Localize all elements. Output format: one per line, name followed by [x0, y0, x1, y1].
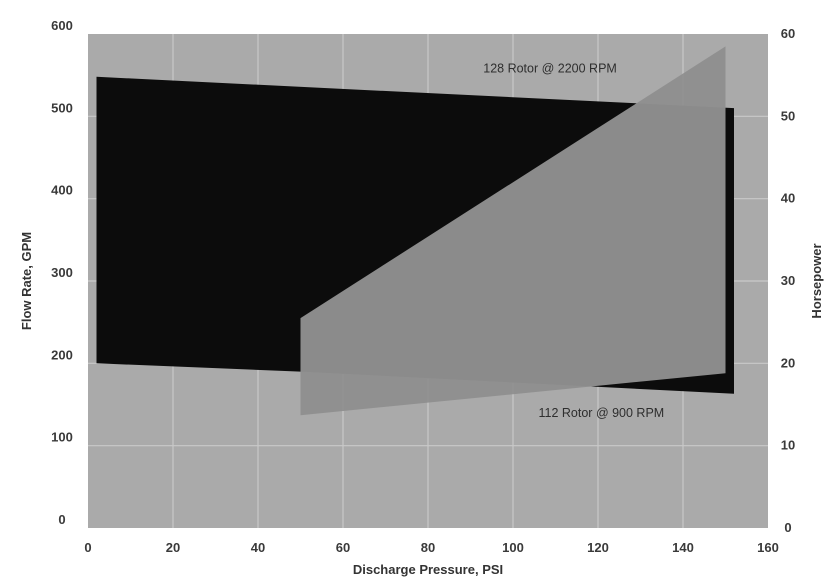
right-y-tick-label: 20 [781, 355, 795, 370]
horsepower-region [300, 46, 726, 416]
x-tick-label: 80 [421, 540, 435, 555]
left-y-tick-label: 400 [51, 183, 73, 198]
x-axis-title: Discharge Pressure, PSI [353, 562, 503, 577]
annotation-112-rotor: 112 Rotor @ 900 RPM [539, 406, 665, 420]
right-y-tick-label: 40 [781, 191, 795, 206]
x-tick-label: 140 [672, 540, 694, 555]
left-y-axis-title: Flow Rate, GPM [19, 232, 34, 330]
x-tick-label: 100 [502, 540, 524, 555]
right-y-tick-label: 10 [781, 438, 795, 453]
left-y-tick-label: 300 [51, 265, 73, 280]
right-y-tick-label: 50 [781, 108, 795, 123]
x-tick-label: 160 [757, 540, 779, 555]
annotation-128-rotor: 128 Rotor @ 2200 RPM [483, 62, 617, 76]
x-tick-label: 120 [587, 540, 609, 555]
right-y-tick-label: 0 [784, 520, 791, 535]
right-y-tick-label: 60 [781, 26, 795, 41]
left-y-tick-label: 200 [51, 347, 73, 362]
x-tick-label: 20 [166, 540, 180, 555]
left-y-tick-label: 100 [51, 430, 73, 445]
x-tick-label: 40 [251, 540, 265, 555]
right-y-tick-label: 30 [781, 273, 795, 288]
plot-area: 128 Rotor @ 2200 RPM 112 Rotor @ 900 RPM [88, 34, 768, 528]
chart-labels: Discharge Pressure, PSI Flow Rate, GPM H… [19, 232, 824, 577]
left-y-tick-label: 500 [51, 100, 73, 115]
left-y-tick-label: 600 [51, 18, 73, 33]
x-tick-label: 60 [336, 540, 350, 555]
right-y-axis-title: Horsepower [809, 243, 824, 318]
x-tick-label: 0 [84, 540, 91, 555]
left-y-tick-label: 0 [58, 512, 65, 527]
